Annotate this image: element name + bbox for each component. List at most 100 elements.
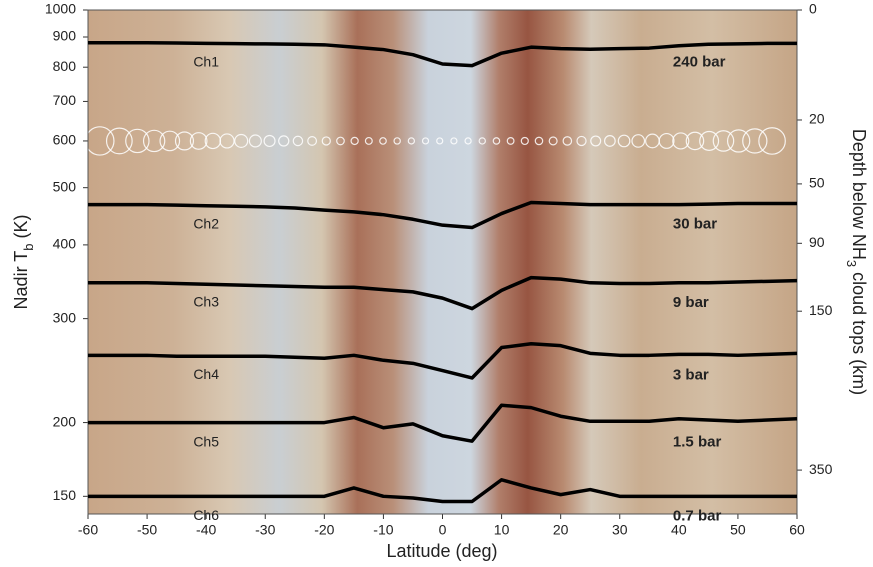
channel-line [88, 200, 797, 230]
y2-tick-label: 350 [809, 461, 833, 477]
footprint [699, 130, 720, 151]
footprint [506, 137, 515, 145]
pressure-label: 0.7 bar [673, 507, 722, 524]
channel-name: Ch1 [193, 53, 219, 69]
x-tick-label: 20 [553, 522, 569, 538]
y-tick-label: 150 [53, 487, 77, 503]
x-tick-label: 60 [789, 522, 805, 538]
footprint [548, 136, 558, 146]
y2-axis-title: Depth below NH3 cloud tops (km) [844, 129, 869, 395]
y2-tick-label: 90 [809, 234, 825, 250]
footprint [219, 133, 235, 149]
channel-name: Ch4 [193, 366, 219, 382]
footprint [758, 127, 786, 155]
pressure-label: 30 bar [673, 216, 717, 233]
x-tick-label: 10 [494, 522, 510, 538]
footprint [393, 137, 401, 145]
x-tick-label: -40 [196, 522, 216, 538]
footprint [189, 132, 208, 150]
channel-name: Ch3 [193, 294, 219, 310]
x-tick-label: 40 [671, 522, 687, 538]
footprint [336, 136, 345, 146]
x-axis-title: Latitude (deg) [386, 541, 497, 561]
channel-line [88, 478, 797, 504]
footprint [712, 130, 735, 152]
footprint [278, 135, 290, 147]
y-tick-label: 1000 [45, 1, 76, 17]
pressure-label: 1.5 bar [673, 434, 722, 451]
plot-frame [87, 9, 798, 515]
footprint [142, 129, 166, 153]
channel-name: Ch6 [193, 507, 219, 523]
y-tick-label: 400 [53, 236, 77, 252]
channel-name: Ch5 [193, 433, 219, 449]
y2-axis-title-part: cloud tops (km) [849, 267, 869, 395]
footprint [603, 135, 616, 147]
y2-tick-label: 50 [809, 175, 825, 191]
y-tick-label: 500 [53, 178, 77, 194]
x-tick-label: 50 [730, 522, 746, 538]
planet-background [88, 10, 797, 514]
channel-line [88, 41, 797, 68]
y-tick-label: 700 [53, 92, 77, 108]
footprint [617, 134, 631, 148]
y-tick-label: 800 [53, 58, 77, 74]
footprint [174, 131, 195, 151]
pressure-label: 9 bar [673, 294, 709, 311]
footprint [321, 136, 331, 146]
footprint [534, 136, 544, 146]
x-tick-label: -60 [78, 522, 98, 538]
footprint [450, 137, 458, 145]
footprint [234, 133, 249, 149]
channel-line [88, 275, 798, 311]
footprint [307, 136, 318, 146]
pressure-label: 3 bar [673, 366, 709, 383]
x-tick-label: -30 [255, 522, 275, 538]
footprint [742, 128, 768, 154]
footprint [436, 137, 444, 145]
footprint [478, 137, 486, 145]
footprint [562, 136, 573, 146]
footprint [292, 135, 304, 147]
footprint [685, 131, 705, 151]
x-tick-label: -50 [137, 522, 157, 538]
y-tick-label: 600 [53, 132, 77, 148]
footprint [421, 137, 430, 145]
pressure-label: 240 bar [673, 54, 726, 71]
x-tick-label: -10 [373, 522, 393, 538]
footprint [576, 135, 587, 147]
y2-tick-label: 20 [809, 111, 825, 127]
footprint [125, 128, 150, 154]
footprint [492, 137, 501, 145]
footprint [631, 134, 646, 148]
x-tick-label: -20 [314, 522, 334, 538]
footprint [407, 137, 416, 145]
footprint [159, 130, 181, 152]
channel-name: Ch2 [193, 215, 219, 231]
x-tick-label: 30 [612, 522, 628, 538]
y2-tick-label: 150 [809, 302, 833, 318]
y-tick-label: 900 [53, 28, 77, 44]
x-tick-label: 0 [439, 522, 447, 538]
y-axis-title-part: Nadir T [11, 251, 31, 310]
y2-axis-title-sub: 3 [844, 260, 859, 267]
footprint [105, 127, 133, 155]
y-axis-title-part: (K) [11, 215, 31, 244]
y2-tick-label: 0 [809, 1, 817, 17]
y-tick-label: 200 [53, 413, 77, 429]
footprint [350, 136, 359, 146]
footprint [520, 136, 529, 146]
y-axis-title: Nadir Tb (K) [11, 215, 36, 310]
footprint [464, 137, 472, 145]
channel-line [88, 403, 798, 443]
footprint [658, 132, 675, 149]
y-tick-label: 300 [53, 309, 77, 325]
footprint [263, 134, 276, 148]
y2-axis-title-part: Depth below NH [849, 129, 869, 260]
footprint [726, 129, 751, 153]
y-axis-title-sub: b [21, 244, 36, 251]
channel-line [88, 341, 798, 380]
footprint [364, 136, 373, 145]
footprint [379, 137, 387, 145]
